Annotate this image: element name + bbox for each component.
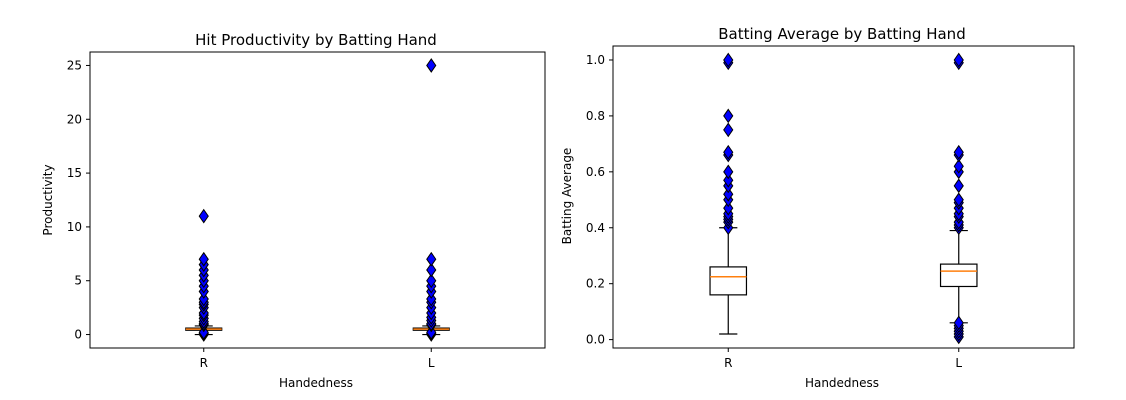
- y-tick-label: 10: [67, 220, 82, 234]
- outlier-point: [426, 325, 437, 340]
- y-tick-label: 0.0: [586, 333, 605, 347]
- outlier-point: [426, 291, 437, 307]
- box-L: [412, 58, 450, 342]
- y-tick-label: 0.8: [586, 109, 605, 123]
- x-tick-label: L: [428, 356, 435, 370]
- outlier-point: [426, 58, 437, 73]
- x-tick-label: R: [200, 356, 208, 370]
- y-tick-label: 1.0: [586, 53, 605, 67]
- box-R: [185, 208, 223, 342]
- y-axis-label: Productivity: [41, 164, 55, 235]
- iqr-box: [939, 263, 978, 288]
- outlier-point: [723, 122, 734, 138]
- outlier-point: [198, 325, 209, 340]
- plot-frame: [612, 45, 1075, 349]
- box-L: [939, 52, 978, 345]
- outlier-point: [953, 178, 964, 194]
- x-axis-label: Handedness: [805, 376, 879, 390]
- x-axis-label: Handedness: [279, 376, 353, 390]
- outlier-point: [198, 291, 209, 307]
- y-tick-label: 15: [67, 166, 82, 180]
- chart-title: Hit Productivity by Batting Hand: [195, 31, 437, 49]
- plot-frame: [89, 51, 546, 349]
- outlier-point: [198, 251, 209, 267]
- iqr-box: [709, 266, 748, 296]
- y-tick-label: 0: [74, 328, 82, 342]
- outlier-point: [953, 158, 964, 174]
- outlier-point: [953, 52, 964, 68]
- boxes: [709, 52, 978, 345]
- outlier-point: [723, 144, 734, 160]
- boxes: [185, 58, 450, 342]
- y-ticks: 0.0 0.2 0.4 0.6 0.8 1.0: [586, 53, 613, 347]
- productivity-chart: Hit Productivity by Batting Hand Product…: [41, 31, 546, 390]
- outlier-point: [198, 208, 209, 224]
- y-tick-label: 0.6: [586, 165, 605, 179]
- y-axis-label: Batting Average: [560, 148, 574, 245]
- y-tick-label: 5: [74, 274, 82, 288]
- outlier-point: [723, 164, 734, 180]
- x-tick-label: L: [955, 356, 962, 370]
- outlier-point: [723, 172, 734, 188]
- outlier-point: [426, 251, 437, 267]
- y-tick-label: 20: [67, 112, 82, 126]
- y-tick-label: 0.2: [586, 277, 605, 291]
- outlier-point: [723, 52, 734, 68]
- outlier-point: [953, 315, 964, 331]
- chart-title: Batting Average by Batting Hand: [718, 25, 965, 43]
- outlier-point: [953, 192, 964, 208]
- outlier-point: [723, 186, 734, 202]
- outlier-point: [723, 108, 734, 124]
- x-tick-label: R: [724, 356, 732, 370]
- outlier-point: [426, 262, 437, 278]
- outlier-point: [953, 144, 964, 160]
- y-tick-label: 25: [67, 58, 82, 72]
- outlier-point: [723, 200, 734, 216]
- y-tick-label: 0.4: [586, 221, 605, 235]
- outlier-point: [426, 273, 437, 289]
- y-ticks: 0 5 10 15 20 25: [67, 58, 90, 342]
- batting-average-chart: Batting Average by Batting Hand Batting …: [560, 25, 1075, 390]
- box-R: [709, 52, 748, 335]
